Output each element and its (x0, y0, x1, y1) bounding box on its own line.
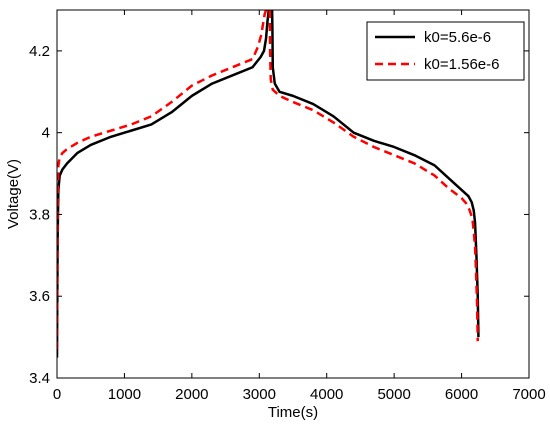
x-tick-label: 3000 (243, 386, 276, 403)
x-tick-label: 5000 (377, 386, 410, 403)
series-line-k0-5.6e-6-segment-1 (270, 10, 480, 338)
legend-box (366, 21, 525, 81)
x-tick-label: 1000 (108, 386, 141, 403)
series-line-k0-1.56e-6-segment-0 (57, 10, 268, 350)
y-tick-label: 4.2 (29, 43, 50, 60)
y-axis-title: Voltage(V) (5, 159, 22, 229)
y-tick-label: 3.8 (29, 206, 50, 223)
y-tick-label: 4 (42, 125, 50, 142)
x-tick-label: 2000 (175, 386, 208, 403)
y-tick-label: 3.4 (29, 370, 50, 387)
plot-frame (56, 9, 530, 379)
legend-label-k0-1.56e-6: k0=1.56e-6 (424, 56, 499, 73)
tick-layer: 0 1000 2000 3000 4000 5000 6000 7000 3.4 3.6 3.8 4 4… (29, 10, 546, 403)
legend: k0=5.6e-6 k0=1.56e-6 (366, 21, 525, 81)
x-tick-label: 0 (53, 386, 61, 403)
legend-label-k0-5.6e-6: k0=5.6e-6 (424, 29, 491, 46)
series-line-k0-1.56e-6-segment-1 (268, 10, 479, 342)
x-tick-label: 4000 (310, 386, 343, 403)
x-axis-title: Time(s) (268, 404, 318, 421)
series-layer (57, 10, 480, 358)
x-tick-label: 7000 (512, 386, 545, 403)
x-tick-label: 6000 (445, 386, 478, 403)
series-line-k0-5.6e-6-segment-0 (57, 10, 270, 358)
y-tick-label: 3.6 (29, 288, 50, 305)
